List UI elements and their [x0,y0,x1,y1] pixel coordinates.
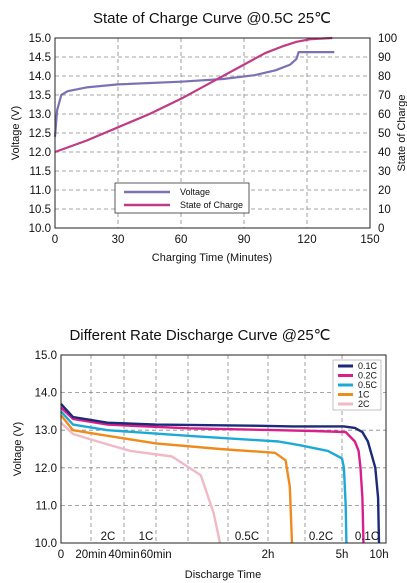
chart2-y-ticks: 10.0 11.0 12.0 13.0 14.0 15.0 [35,350,57,550]
chart2-y-tick-label: 12.0 [35,463,57,475]
chart2-x-tick-label: 40min [108,549,139,561]
chart1-series-line-soc [54,36,333,154]
chart2-plot-frame [60,354,387,544]
chart2-y-tick-label: 15.0 [35,350,57,362]
chart2-x-tick-label: 20min [75,549,106,561]
chart1-legend: Voltage State of Charge [114,182,250,214]
chart1-y-tick-label: 11.5 [29,166,51,178]
chart2-x-tick-label: 0 [58,549,64,561]
chart2-curve-label: 0.2C [309,531,333,543]
chart2-y-axis-label: Voltage (V) [12,422,24,476]
chart2-legend-label: 2C [358,399,370,409]
chart1-y2-tick-label: 50 [378,128,391,140]
chart1-y-tick-label: 12.0 [29,147,51,159]
chart1-y-tick-label: 13.0 [29,109,51,121]
chart2-x-axis-label: Discharge Time [185,569,261,581]
chart1-y-ticks: 10.0 10.5 11.0 11.5 12.0 12.5 13.0 13.5 14.0 14.5… [29,33,51,235]
chart1-legend-box [114,182,250,214]
chart2-x-tick-label: 5h [336,549,349,561]
chart1-legend-voltage-label: Voltage [180,187,210,197]
chart1-x-axis-label: Charging Time (Minutes) [152,252,272,264]
chart2-legend-label: 0.1C [358,361,378,371]
chart1-x-ticks: 0 30 60 90 120 150 [52,234,380,246]
chart2-series-line-02C [60,406,365,544]
chart1-y-tick-label: 10.0 [29,223,51,235]
chart1-x-tick-label: 30 [112,234,125,246]
chart1-x-tick-label: 120 [297,234,316,246]
chart2-title: Different Rate Discharge Curve @25℃ [69,327,330,344]
chart1-y-tick-label: 14.5 [29,52,51,64]
chart1-x-tick-label: 150 [360,234,379,246]
chart1-y2-ticks: 0 10 20 30 40 50 60 70 80 90 100 [378,33,397,235]
chart1-legend-soc-label: State of Charge [180,200,243,210]
chart1-y-tick-label: 11.0 [29,185,51,197]
chart2-x-ticks: 0 20min 40min 60min 2h 5h 10h [58,549,389,561]
chart1-title: State of Charge Curve @0.5C 25℃ [93,10,331,27]
chart1-y2-tick-label: 100 [378,33,397,45]
chart1-y2-tick-label: 0 [378,223,384,235]
chart2-x-tick-label: 2h [262,549,275,561]
chart2-curve-label: 0.1C [355,531,379,543]
chart1-lines [53,36,335,154]
chart1-y-tick-label: 15.0 [29,33,51,45]
chart2-curve-label: 2C [101,531,116,543]
chart2-series-line-01C [60,403,381,544]
chart2-x-tick-label: 10h [369,549,388,561]
chart1-y-tick-label: 13.5 [29,90,51,102]
chart1-y-tick-label: 10.5 [29,204,51,216]
chart1-y2-tick-label: 60 [378,109,391,121]
chart1-y2-tick-label: 20 [378,185,391,197]
chart2-curve-label: 0.5C [235,531,259,543]
chart1-y2-tick-label: 30 [378,166,391,178]
chart2-curve-labels: 0.1C 0.2C 0.5C 1C 2C [101,531,380,543]
chart2-legend-label: 0.2C [358,371,378,381]
chart1-y2-tick-label: 80 [378,71,391,83]
chart1-y-tick-label: 12.5 [29,128,51,140]
chart2-series-line-1C [60,414,294,544]
chart2-y-tick-label: 10.0 [35,538,57,550]
chart1-y2-tick-label: 10 [378,204,391,216]
chart1-plot-frame [54,37,371,229]
chart1-series-line-voltage [53,51,335,137]
chart1-grid [55,38,370,228]
chart2-y-tick-label: 14.0 [35,388,57,400]
chart2-series-line-05C [60,410,348,544]
chart1-x-tick-label: 0 [52,234,58,246]
chart2-legend-label: 0.5C [358,380,378,390]
chart1-x-tick-label: 60 [175,234,188,246]
chart1-y2-axis-label: State of Charge [396,94,407,171]
chart2-legend-label: 1C [358,390,370,400]
chart2-y-tick-label: 13.0 [35,425,57,437]
chart1-y2-tick-label: 40 [378,147,391,159]
chart1-y-tick-label: 14.0 [29,71,51,83]
chart2-series-line-2C [60,421,222,544]
chart1-y2-tick-label: 90 [378,52,391,64]
chart2-curve-label: 1C [139,531,154,543]
chart1-x-tick-label: 90 [238,234,251,246]
chart1-y2-tick-label: 70 [378,90,391,102]
chart2-y-tick-label: 11.0 [35,500,57,512]
chart2-lines [60,403,381,544]
chart1-y-axis-label: Voltage (V) [10,106,22,160]
chart2-x-tick-label: 60min [140,549,171,561]
